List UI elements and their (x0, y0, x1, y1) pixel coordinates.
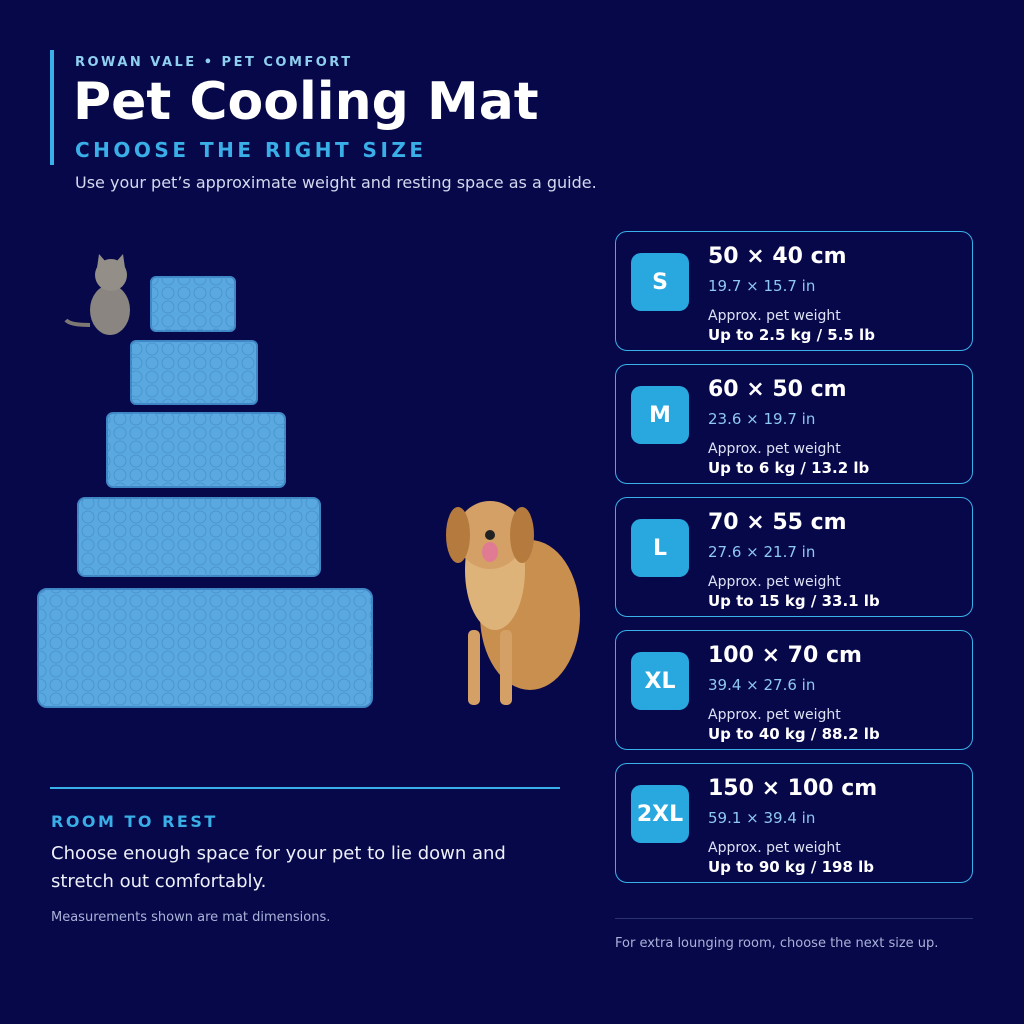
size-badge: XL (631, 652, 689, 710)
subtitle: CHOOSE THE RIGHT SIZE (75, 138, 427, 162)
title: Pet Cooling Mat (73, 72, 539, 132)
divider (615, 918, 973, 919)
accent-bar (50, 50, 54, 165)
inches: 39.4 × 27.6 in (708, 676, 816, 694)
weight-label: Approx. pet weight (708, 574, 841, 590)
dimensions: 100 × 70 cm (708, 643, 862, 668)
size-badge: M (631, 386, 689, 444)
size-card: 2XL 150 × 100 cm 59.1 × 39.4 in Approx. pet… (615, 763, 973, 883)
inches: 27.6 × 21.7 in (708, 543, 816, 561)
weight-label: Approx. pet weight (708, 441, 841, 457)
dimensions: 150 × 100 cm (708, 776, 878, 801)
dimensions: 70 × 55 cm (708, 510, 847, 535)
dog (446, 501, 580, 705)
weight: Up to 15 kg / 33.1 lb (708, 592, 880, 610)
inches: 59.1 × 39.4 in (708, 809, 816, 827)
note: Measurements shown are mat dimensions. (51, 910, 331, 925)
size-card: S 50 × 40 cm 19.7 × 15.7 in Approx. pet wei… (615, 231, 973, 351)
size-badge: S (631, 253, 689, 311)
inches: 23.6 × 19.7 in (708, 410, 816, 428)
weight: Up to 6 kg / 13.2 lb (708, 459, 870, 477)
weight-label: Approx. pet weight (708, 707, 841, 723)
size-card: XL 100 × 70 cm 39.4 × 27.6 in Approx. pet w… (615, 630, 973, 750)
dimensions: 50 × 40 cm (708, 244, 847, 269)
divider (50, 787, 560, 789)
weight: Up to 2.5 kg / 5.5 lb (708, 326, 875, 344)
weight: Up to 40 kg / 88.2 lb (708, 725, 880, 743)
size-card: L 70 × 55 cm 27.6 × 21.7 in Approx. pet wei… (615, 497, 973, 617)
mats (37, 276, 373, 708)
size-badge: L (631, 519, 689, 577)
section-body: Choose enough space for your pet to lie … (51, 843, 506, 892)
product-illustration (37, 254, 580, 708)
inches: 19.7 × 15.7 in (708, 277, 816, 295)
footer-note: For extra lounging room, choose the next… (615, 936, 939, 951)
size-badge: 2XL (631, 785, 689, 843)
section-heading: ROOM TO REST (51, 812, 218, 831)
weight-label: Approx. pet weight (708, 840, 841, 856)
description: Use your pet’s approximate weight and re… (75, 173, 597, 192)
dimensions: 60 × 50 cm (708, 377, 847, 402)
cat (64, 254, 130, 335)
brand: ROWAN VALE • PET COMFORT (75, 55, 353, 70)
size-card: M 60 × 50 cm 23.6 × 19.7 in Approx. pet wei… (615, 364, 973, 484)
weight: Up to 90 kg / 198 lb (708, 858, 874, 876)
weight-label: Approx. pet weight (708, 308, 841, 324)
